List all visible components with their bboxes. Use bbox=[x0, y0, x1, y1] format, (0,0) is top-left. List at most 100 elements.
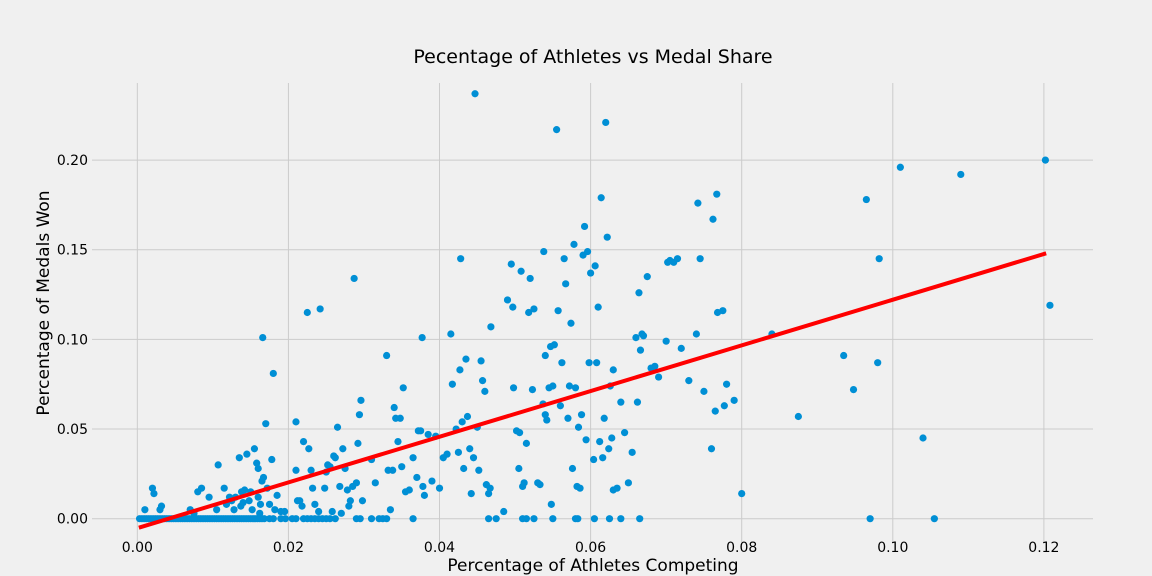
data-point bbox=[526, 274, 534, 283]
data-point bbox=[550, 341, 558, 349]
data-point bbox=[722, 380, 731, 388]
data-point bbox=[197, 484, 206, 492]
data-point bbox=[339, 445, 347, 453]
data-point bbox=[594, 303, 602, 311]
data-point bbox=[213, 506, 221, 514]
data-point bbox=[651, 362, 659, 370]
data-point bbox=[571, 384, 580, 392]
data-point bbox=[358, 497, 367, 505]
data-point bbox=[150, 489, 158, 498]
x-tick-label: 0.12 bbox=[1028, 540, 1059, 556]
data-point bbox=[556, 402, 564, 410]
x-tick-label: 0.08 bbox=[726, 540, 757, 556]
data-point bbox=[239, 498, 247, 507]
data-point bbox=[265, 500, 274, 508]
data-point bbox=[259, 473, 268, 482]
data-point bbox=[435, 484, 444, 492]
data-point bbox=[235, 454, 243, 462]
data-point bbox=[530, 305, 538, 313]
data-point bbox=[613, 484, 621, 492]
data-point bbox=[549, 382, 557, 390]
data-point bbox=[367, 515, 376, 523]
data-point bbox=[591, 262, 599, 270]
data-point bbox=[447, 330, 455, 338]
data-point bbox=[673, 255, 682, 263]
data-point bbox=[157, 502, 166, 510]
data-point bbox=[639, 332, 648, 340]
data-point bbox=[549, 515, 557, 523]
data-point bbox=[528, 385, 537, 394]
data-point bbox=[720, 402, 728, 410]
data-point bbox=[477, 357, 485, 365]
data-point bbox=[600, 414, 608, 422]
data-point bbox=[636, 515, 644, 523]
data-point bbox=[399, 384, 407, 392]
trend-line-group bbox=[138, 251, 1047, 530]
data-point bbox=[849, 385, 858, 394]
data-point bbox=[409, 454, 417, 462]
data-point bbox=[321, 484, 329, 492]
x-tick-label: 0.04 bbox=[424, 540, 455, 556]
data-point bbox=[299, 437, 308, 446]
data-point bbox=[862, 195, 870, 204]
x-tick-label: 0.00 bbox=[122, 540, 153, 556]
data-point bbox=[457, 255, 465, 263]
data-point bbox=[269, 369, 277, 378]
y-tick-label: 0.20 bbox=[57, 153, 88, 169]
data-point bbox=[621, 429, 629, 437]
data-point bbox=[443, 450, 451, 458]
data-point bbox=[707, 445, 716, 453]
data-point bbox=[580, 222, 589, 231]
data-point bbox=[386, 506, 395, 514]
data-point bbox=[662, 337, 670, 345]
data-point bbox=[475, 466, 483, 474]
data-point bbox=[603, 233, 611, 241]
data-point bbox=[262, 420, 270, 428]
x-tick-label: 0.10 bbox=[877, 540, 908, 556]
data-point bbox=[486, 484, 494, 492]
data-point bbox=[292, 466, 300, 474]
data-point bbox=[241, 486, 249, 494]
y-tick-label: 0.00 bbox=[57, 512, 88, 528]
data-point bbox=[463, 412, 472, 421]
data-point bbox=[281, 507, 289, 516]
trend-line bbox=[138, 251, 1047, 530]
data-point bbox=[271, 506, 279, 514]
data-point bbox=[462, 355, 470, 363]
data-point bbox=[419, 482, 427, 491]
data-point bbox=[254, 464, 262, 473]
data-point bbox=[525, 308, 533, 317]
data-point bbox=[500, 507, 508, 516]
data-point bbox=[590, 455, 598, 464]
data-point bbox=[315, 507, 323, 516]
data-point bbox=[260, 515, 268, 523]
data-point bbox=[713, 190, 721, 198]
data-point bbox=[390, 403, 398, 412]
data-point bbox=[503, 296, 512, 304]
chart-title: Pecentage of Athletes vs Medal Share bbox=[413, 46, 772, 68]
data-point bbox=[405, 486, 413, 494]
data-point bbox=[478, 377, 487, 385]
data-point bbox=[590, 515, 598, 523]
data-point bbox=[540, 247, 548, 256]
data-point bbox=[398, 463, 406, 471]
data-point bbox=[509, 303, 517, 311]
data-point bbox=[957, 170, 965, 179]
data-point bbox=[259, 334, 267, 342]
data-point bbox=[417, 427, 425, 435]
data-point bbox=[337, 509, 345, 517]
data-point bbox=[413, 473, 421, 482]
data-point bbox=[333, 423, 342, 431]
data-point bbox=[515, 429, 524, 437]
data-point bbox=[230, 506, 238, 514]
data-point bbox=[248, 506, 256, 514]
data-point bbox=[292, 515, 300, 523]
data-point bbox=[456, 366, 464, 374]
data-point bbox=[585, 359, 593, 367]
data-point bbox=[343, 486, 351, 494]
data-point bbox=[840, 351, 848, 360]
data-point bbox=[633, 398, 642, 406]
data-point bbox=[738, 489, 746, 498]
data-point bbox=[481, 387, 489, 395]
data-point bbox=[256, 509, 264, 517]
